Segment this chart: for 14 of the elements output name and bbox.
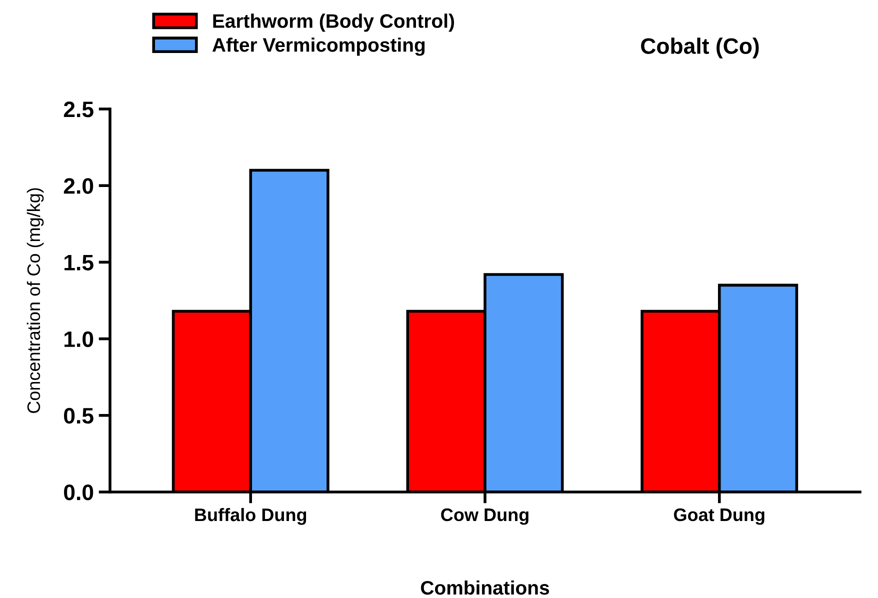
x-axis-title: Combinations — [420, 580, 550, 595]
y-tick-label: 1.5 — [64, 254, 94, 270]
y-tick-label: 0.5 — [64, 408, 94, 424]
y-tick-label: 2.5 — [64, 102, 94, 118]
y-tick-label: 2.0 — [64, 178, 94, 194]
legend-label: Earthworm (Body Control) — [213, 14, 454, 32]
chart-title: Cobalt (Co) — [641, 38, 759, 58]
x-tick-label: Goat Dung — [674, 508, 764, 525]
legend-label: After Vermicomposting — [212, 38, 425, 56]
x-tick-label: Buffalo Dung — [195, 508, 306, 525]
x-tick-label: Cow Dung — [441, 508, 528, 525]
y-axis-title: Concentration of Co (mg/kg) — [26, 188, 44, 413]
y-tick-label: 1.0 — [64, 331, 94, 348]
y-tick-label: 0.0 — [64, 484, 94, 500]
